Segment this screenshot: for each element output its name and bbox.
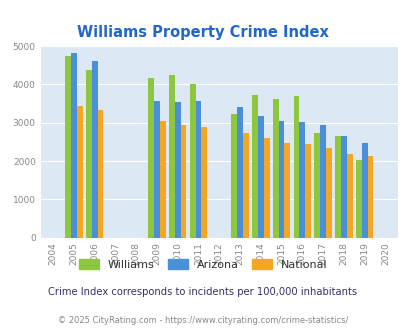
Bar xyxy=(367,156,373,238)
Text: © 2025 CityRating.com - https://www.cityrating.com/crime-statistics/: © 2025 CityRating.com - https://www.city… xyxy=(58,315,347,325)
Bar xyxy=(189,84,195,238)
Text: Williams Property Crime Index: Williams Property Crime Index xyxy=(77,25,328,41)
Bar xyxy=(313,133,320,238)
Bar xyxy=(168,75,175,238)
Bar xyxy=(77,106,82,238)
Bar xyxy=(180,125,186,238)
Bar xyxy=(231,114,237,238)
Bar xyxy=(160,121,165,238)
Bar xyxy=(86,70,92,238)
Bar xyxy=(278,121,284,238)
Bar xyxy=(252,95,257,238)
Bar xyxy=(195,101,201,238)
Bar xyxy=(175,102,180,238)
Bar xyxy=(355,160,361,238)
Bar xyxy=(298,122,305,238)
Bar xyxy=(325,148,331,238)
Bar xyxy=(201,127,207,238)
Bar xyxy=(242,133,248,238)
Bar xyxy=(153,101,160,238)
Bar xyxy=(340,136,346,238)
Bar xyxy=(148,78,153,238)
Bar xyxy=(71,53,77,238)
Bar xyxy=(334,136,340,238)
Legend: Williams, Arizona, National: Williams, Arizona, National xyxy=(74,255,331,274)
Bar xyxy=(284,143,290,238)
Bar xyxy=(293,96,298,238)
Bar xyxy=(65,56,71,238)
Bar xyxy=(305,144,310,238)
Bar xyxy=(272,99,278,238)
Text: Crime Index corresponds to incidents per 100,000 inhabitants: Crime Index corresponds to incidents per… xyxy=(48,287,357,297)
Bar xyxy=(263,138,269,238)
Bar xyxy=(346,154,352,238)
Bar xyxy=(257,116,263,238)
Bar xyxy=(320,125,325,238)
Bar xyxy=(97,110,103,238)
Bar xyxy=(361,144,367,238)
Bar xyxy=(237,107,242,238)
Bar xyxy=(92,61,97,238)
